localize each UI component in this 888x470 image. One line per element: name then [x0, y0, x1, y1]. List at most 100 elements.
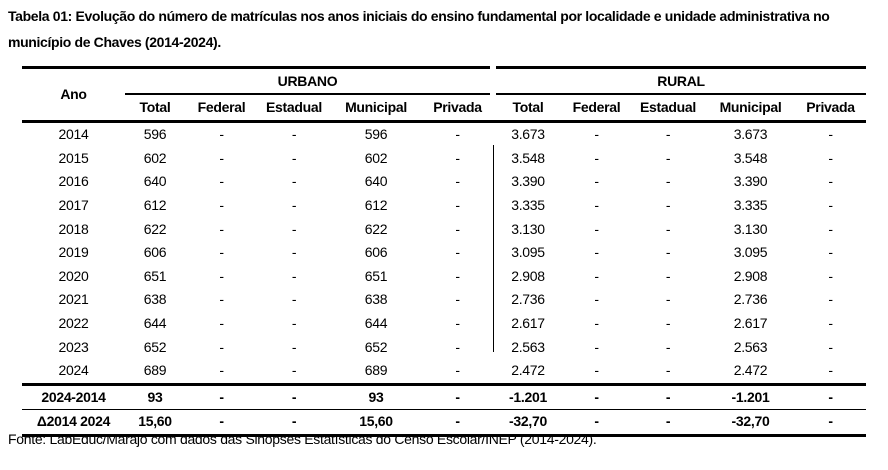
- table-cell: -: [828, 197, 833, 214]
- table-cell: -: [828, 244, 833, 261]
- table-cell: 93: [125, 382, 185, 411]
- table-cell: -32,70: [706, 409, 795, 437]
- table-caption: Tabela 01: Evolução do número de matrícu…: [8, 8, 830, 50]
- row-label: 2024-2014: [22, 382, 125, 411]
- table-cell: 3.335: [511, 197, 545, 214]
- table-cell: 3.130: [733, 220, 768, 237]
- table-cell: 640: [143, 173, 167, 190]
- table-cell: 2.472: [733, 362, 768, 379]
- table-cell: -: [422, 382, 493, 411]
- table-cell: -: [594, 315, 599, 332]
- table-cell: -: [828, 220, 833, 237]
- table-cell: 2.908: [511, 267, 545, 284]
- table-cell: 2.617: [733, 315, 768, 332]
- column-header-federal-rural: Federal: [563, 94, 630, 123]
- table-cell: 606: [364, 244, 388, 261]
- table-cell: -: [291, 362, 297, 379]
- table-row: 2022 644 - - 644 - 2.617 - - 2.617 -: [22, 312, 866, 336]
- table-cell: -: [594, 338, 599, 355]
- table-cell: -: [594, 173, 599, 190]
- table-cell: -: [455, 149, 460, 166]
- table-cell: 3.130: [511, 220, 545, 237]
- table-cell: -: [828, 362, 833, 379]
- table-row: 2021 638 - - 638 - 2.736 - - 2.736 -: [22, 288, 866, 312]
- table-cell: -: [219, 126, 224, 143]
- column-header-estadual-rural: Estadual: [630, 94, 706, 123]
- table-cell: -1.201: [493, 382, 563, 411]
- table-row: 2017 612 - - 612 - 3.335 - - 3.335 -: [22, 194, 866, 218]
- table-cell: -: [291, 173, 297, 190]
- table-row: 2024 689 - - 689 - 2.472 - - 2.472 -: [22, 359, 866, 384]
- table-cell: -: [291, 338, 297, 355]
- table-cell: -: [455, 362, 460, 379]
- table-cell: -1.201: [706, 382, 795, 411]
- table-cell: -: [665, 149, 671, 166]
- row-label: 2021: [58, 291, 89, 308]
- table-cell: 15,60: [330, 409, 422, 437]
- table-cell: 3.095: [733, 244, 768, 261]
- table-row: 2023 652 - - 652 - 2.563 - - 2.563 -: [22, 335, 866, 359]
- urban-group-header: URBANO: [125, 66, 493, 95]
- column-header-privada-rural: Privada: [795, 94, 867, 123]
- table-cell: 689: [364, 362, 388, 379]
- row-label: 2023: [58, 338, 89, 355]
- table-cell: -: [665, 173, 671, 190]
- table-cell: -: [665, 315, 671, 332]
- table-cell: 602: [143, 149, 167, 166]
- table-cell: 3.673: [733, 126, 768, 143]
- table-cell: -: [594, 220, 599, 237]
- table-cell: -: [665, 244, 671, 261]
- table-cell: 2.617: [511, 315, 545, 332]
- year-header: Ano: [22, 66, 125, 123]
- table-cell: -: [665, 267, 671, 284]
- table-cell: -: [185, 409, 258, 437]
- table-cell: -: [291, 244, 297, 261]
- table-cell: 640: [364, 173, 388, 190]
- table-cell: 644: [364, 315, 388, 332]
- table-cell: 638: [143, 291, 167, 308]
- percent-change-row: Δ2014 2024 15,60- -15,60- -32,70- - -32,70-: [22, 409, 867, 437]
- table-cell: 3.335: [733, 197, 768, 214]
- table-cell: -: [828, 315, 833, 332]
- table-cell: -: [828, 173, 833, 190]
- table-cell: -: [828, 338, 833, 355]
- table-cell: 15,60: [125, 409, 185, 437]
- table-cell: 606: [143, 244, 167, 261]
- table-cell: -: [665, 338, 671, 355]
- row-label: 2017: [58, 197, 89, 214]
- table-cell: -: [594, 291, 599, 308]
- table-cell: -: [594, 126, 599, 143]
- table-cell: -: [828, 149, 833, 166]
- table-cell: -: [219, 338, 224, 355]
- table-cell: -: [219, 362, 224, 379]
- table-cell: 3.673: [511, 126, 545, 143]
- table-cell: 2.563: [733, 338, 768, 355]
- table-cell: -: [563, 382, 630, 411]
- table-cell: -: [665, 362, 671, 379]
- table-cell: -: [455, 338, 460, 355]
- table-cell: 652: [364, 338, 388, 355]
- row-label: 2015: [58, 149, 89, 166]
- table-row: 2014 596 - - 596 - 3.673 - - 3.673 -: [22, 122, 866, 147]
- table-cell: -: [291, 149, 297, 166]
- table-cell: -: [219, 244, 224, 261]
- column-header-municipal-rural: Municipal: [706, 94, 795, 123]
- table-cell: 638: [364, 291, 388, 308]
- table-cell: 689: [143, 362, 167, 379]
- table-cell: -: [455, 291, 460, 308]
- table-cell: 596: [143, 126, 167, 143]
- table-cell: -: [665, 220, 671, 237]
- table-cell: -: [291, 126, 297, 143]
- table-cell: -: [455, 244, 460, 261]
- table-row: 2018 622 - - 622 - 3.130 - - 3.130 -: [22, 217, 866, 241]
- table-cell: 644: [143, 315, 167, 332]
- table-cell: -: [219, 173, 224, 190]
- table-cell: -: [594, 244, 599, 261]
- table-cell: -: [594, 149, 599, 166]
- row-label: 2019: [58, 244, 89, 261]
- enrollment-table: Ano URBANO RURAL Total Federal Estadual Mun…: [22, 66, 867, 437]
- table-row: 2016 640 - - 640 - 3.390 - - 3.390 -: [22, 170, 866, 194]
- table-cell: -: [455, 315, 460, 332]
- table-cell: -: [258, 409, 330, 437]
- table-cell: 622: [143, 220, 167, 237]
